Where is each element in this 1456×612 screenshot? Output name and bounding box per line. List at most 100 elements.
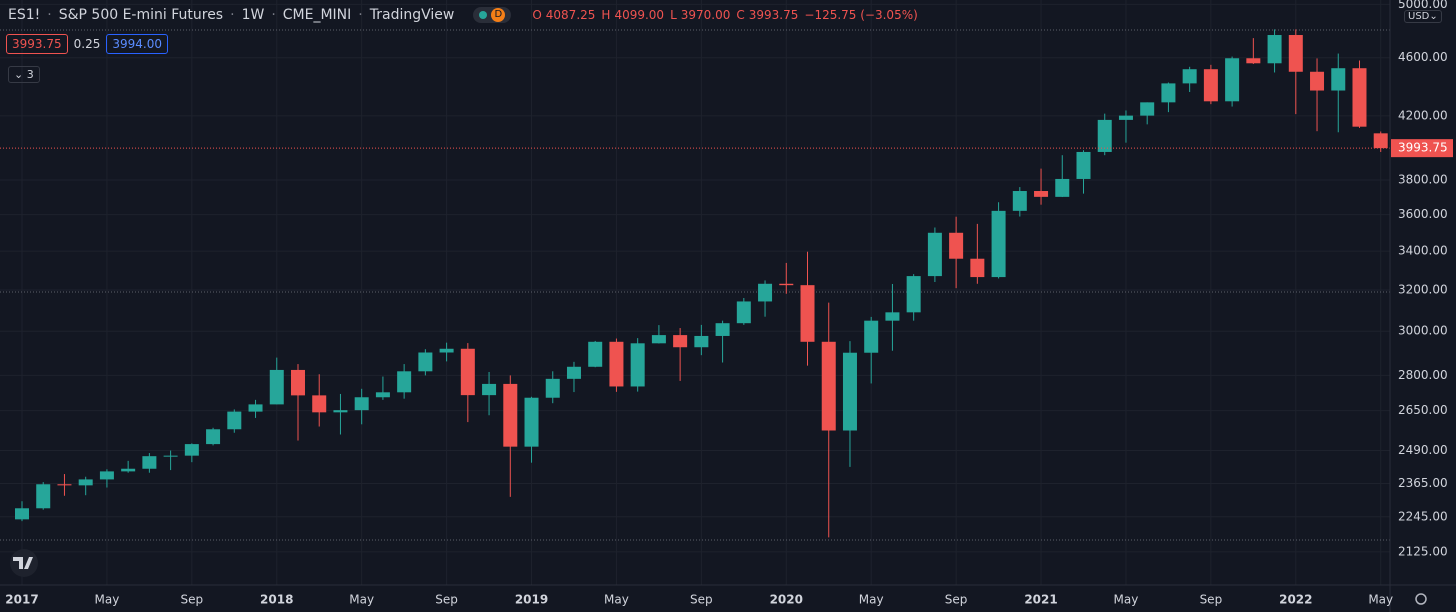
candle-body <box>949 232 964 259</box>
x-tick-label: 2017 <box>5 593 38 607</box>
candle-body <box>460 348 475 396</box>
logo <box>10 549 38 577</box>
x-tick-label: Sep <box>1200 593 1223 607</box>
candle-body <box>1076 151 1091 179</box>
ohlc-key: C <box>736 8 745 22</box>
candle-body <box>1118 115 1133 120</box>
candle-body <box>970 258 985 278</box>
currency-button[interactable]: USD⌄ <box>1404 10 1442 23</box>
x-tick-label: May <box>349 593 374 607</box>
candle-body <box>566 366 581 379</box>
ohlc-value: 4099.00 <box>614 8 665 22</box>
candle-body <box>885 312 900 321</box>
candle-body <box>864 320 879 353</box>
candle-body <box>1034 191 1049 197</box>
buy-button[interactable]: 3994.00 <box>106 34 168 54</box>
candle-body <box>736 301 751 324</box>
x-tick-label: 2021 <box>1024 593 1057 607</box>
candle-body <box>609 341 624 387</box>
candle-body <box>991 210 1006 278</box>
y-tick-label: 3600.00 <box>1398 207 1448 221</box>
candle-body <box>1203 69 1218 102</box>
candle-body <box>1161 83 1176 103</box>
candle-body <box>1097 119 1112 152</box>
candle-body <box>800 285 815 342</box>
indicator-count: 3 <box>26 68 34 81</box>
y-tick-label: 3800.00 <box>1398 172 1448 186</box>
candle-body <box>524 397 539 447</box>
y-tick-label: 4200.00 <box>1398 108 1448 122</box>
candle-body <box>397 371 412 393</box>
candle-body <box>1140 102 1155 116</box>
settings-icon[interactable] <box>1415 593 1427 605</box>
candle-body <box>545 378 560 398</box>
candle-body <box>758 283 773 302</box>
y-tick-label: 3200.00 <box>1398 282 1448 296</box>
x-tick-label: May <box>859 593 884 607</box>
x-tick-label: 2020 <box>770 593 803 607</box>
candle-body <box>142 456 157 469</box>
candle-body <box>1012 191 1027 211</box>
ohlc-value: 3970.00 <box>680 8 731 22</box>
source: TradingView <box>369 7 455 23</box>
candle-body <box>354 397 369 411</box>
candle-body <box>290 369 305 396</box>
candle-body <box>36 484 51 509</box>
candle-body <box>163 455 178 457</box>
x-tick-label: May <box>95 593 120 607</box>
y-tick-label: 3400.00 <box>1398 244 1448 258</box>
candle-body <box>1331 68 1346 91</box>
candle-body <box>715 323 730 336</box>
candle-body <box>1310 71 1325 91</box>
y-tick-label: 5000.00 <box>1398 0 1448 11</box>
ohlc-key: H <box>601 8 611 22</box>
x-tick-label: May <box>1114 593 1139 607</box>
ohlc-value: 3993.75 <box>748 8 799 22</box>
ohlc-key: L <box>670 8 677 22</box>
y-tick-label: 2125.00 <box>1398 544 1448 558</box>
last-price-box <box>1391 139 1453 158</box>
x-tick-label: Sep <box>690 593 713 607</box>
x-tick-label: May <box>604 593 629 607</box>
candle-body <box>439 348 454 353</box>
candle-body <box>673 335 688 348</box>
candle-body <box>588 341 603 367</box>
ohlc: O 4087.25 H 4099.00 L 3970.00 C 3993.75 −125.75 … <box>532 8 917 22</box>
y-tick-label: 3000.00 <box>1398 324 1448 338</box>
candle-body <box>694 335 709 348</box>
exchange: CME_MINI <box>282 7 352 23</box>
x-tick-label: 2019 <box>515 593 548 607</box>
candle-body <box>184 444 199 456</box>
ohlc-key: O <box>532 8 542 22</box>
x-tick-label: Sep <box>181 593 204 607</box>
currency: USD <box>1408 11 1430 22</box>
y-tick-label: 2650.00 <box>1398 403 1448 417</box>
candle-body <box>1373 133 1388 149</box>
candle-body <box>269 369 284 405</box>
status-badge[interactable]: D <box>473 7 512 23</box>
candle-body <box>927 232 942 277</box>
last-price-label: 3993.75 <box>1398 141 1448 155</box>
sell-button[interactable]: 3993.75 <box>6 34 68 54</box>
change: −125.75 (−3.05%) <box>804 8 918 22</box>
x-tick-label: Sep <box>945 593 968 607</box>
candle-body <box>906 276 921 313</box>
y-tick-label: 2800.00 <box>1398 368 1448 382</box>
candle-body <box>1246 58 1261 64</box>
x-tick-label: 2022 <box>1279 593 1312 607</box>
candle-body <box>482 383 497 396</box>
candle-body <box>78 479 93 486</box>
candle-body <box>1288 35 1303 72</box>
spread: 0.25 <box>73 37 101 51</box>
candle-body <box>1182 69 1197 84</box>
candle-body <box>651 335 666 344</box>
candle-body <box>57 484 72 486</box>
interval: 1W <box>241 7 265 23</box>
indicator-toggle[interactable]: ⌄ 3 <box>8 66 40 83</box>
trade-toolbar: 3993.75 0.25 3994.00 <box>6 34 168 54</box>
badge-text: D <box>491 8 506 22</box>
y-tick-label: 2245.00 <box>1398 509 1448 523</box>
